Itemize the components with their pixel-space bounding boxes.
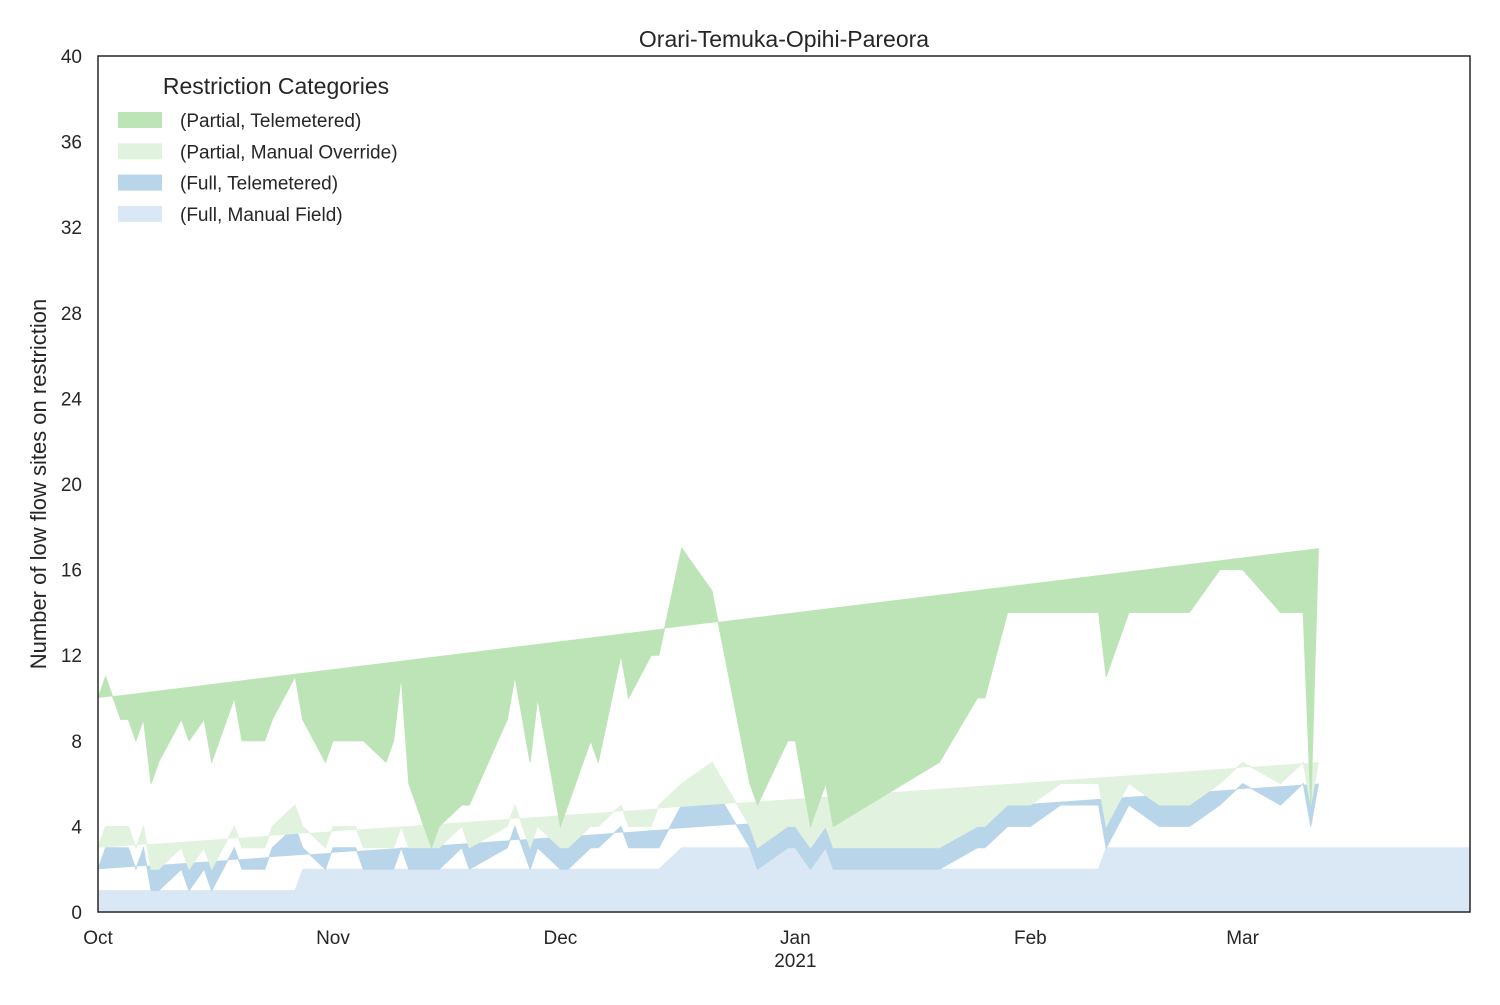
area-series-partial-manual-override <box>97 761 1319 871</box>
y-tick-label: 40 <box>61 47 82 68</box>
x-tick-label: Oct <box>83 928 113 949</box>
area-series-full-telemetered <box>97 782 1319 892</box>
y-tick-label: 36 <box>61 133 82 154</box>
chart-title: Orari-Temuka-Opihi-Pareora <box>639 26 929 52</box>
legend-swatch <box>118 112 162 128</box>
legend-label: (Full, Manual Field) <box>180 205 343 226</box>
legend-swatch <box>118 205 162 222</box>
area-series-partial-telemetered <box>97 546 1319 850</box>
y-tick-label: 28 <box>61 304 82 325</box>
x-tick-sublabel: 2021 <box>774 951 816 972</box>
x-tick-label: Mar <box>1226 928 1259 949</box>
y-tick-label: 8 <box>71 732 82 753</box>
y-tick-label: 24 <box>61 389 83 410</box>
y-tick-label: 16 <box>61 561 82 582</box>
y-tick-label: 0 <box>71 903 82 924</box>
legend-swatch <box>118 174 162 191</box>
x-tick-label: Feb <box>1014 928 1047 949</box>
x-tick-label: Dec <box>543 928 577 949</box>
series-layer <box>97 546 1471 913</box>
legend: Restriction Categories (Partial, Telemet… <box>118 73 398 226</box>
legend-swatch <box>118 143 162 160</box>
legend-items: (Partial, Telemetered) (Partial, Manual O… <box>118 111 398 226</box>
x-tick-label: Nov <box>316 928 350 949</box>
y-tick-label: 12 <box>61 646 82 667</box>
legend-label: (Full, Telemetered) <box>180 174 338 195</box>
x-tick-label: Jan <box>780 928 811 949</box>
area-series-full-manual-field <box>97 847 1471 913</box>
y-axis-ticks: 0 4 8 12 16 20 24 28 32 36 40 <box>61 47 83 924</box>
legend-label: (Partial, Telemetered) <box>180 111 361 132</box>
y-tick-label: 20 <box>61 475 82 496</box>
plot-frame <box>97 55 1471 913</box>
y-tick-label: 32 <box>61 218 82 239</box>
y-tick-label: 4 <box>71 817 82 838</box>
legend-title: Restriction Categories <box>163 73 389 99</box>
legend-label: (Partial, Manual Override) <box>180 142 398 163</box>
y-axis-title: Number of low flow sites on restriction <box>26 299 51 669</box>
